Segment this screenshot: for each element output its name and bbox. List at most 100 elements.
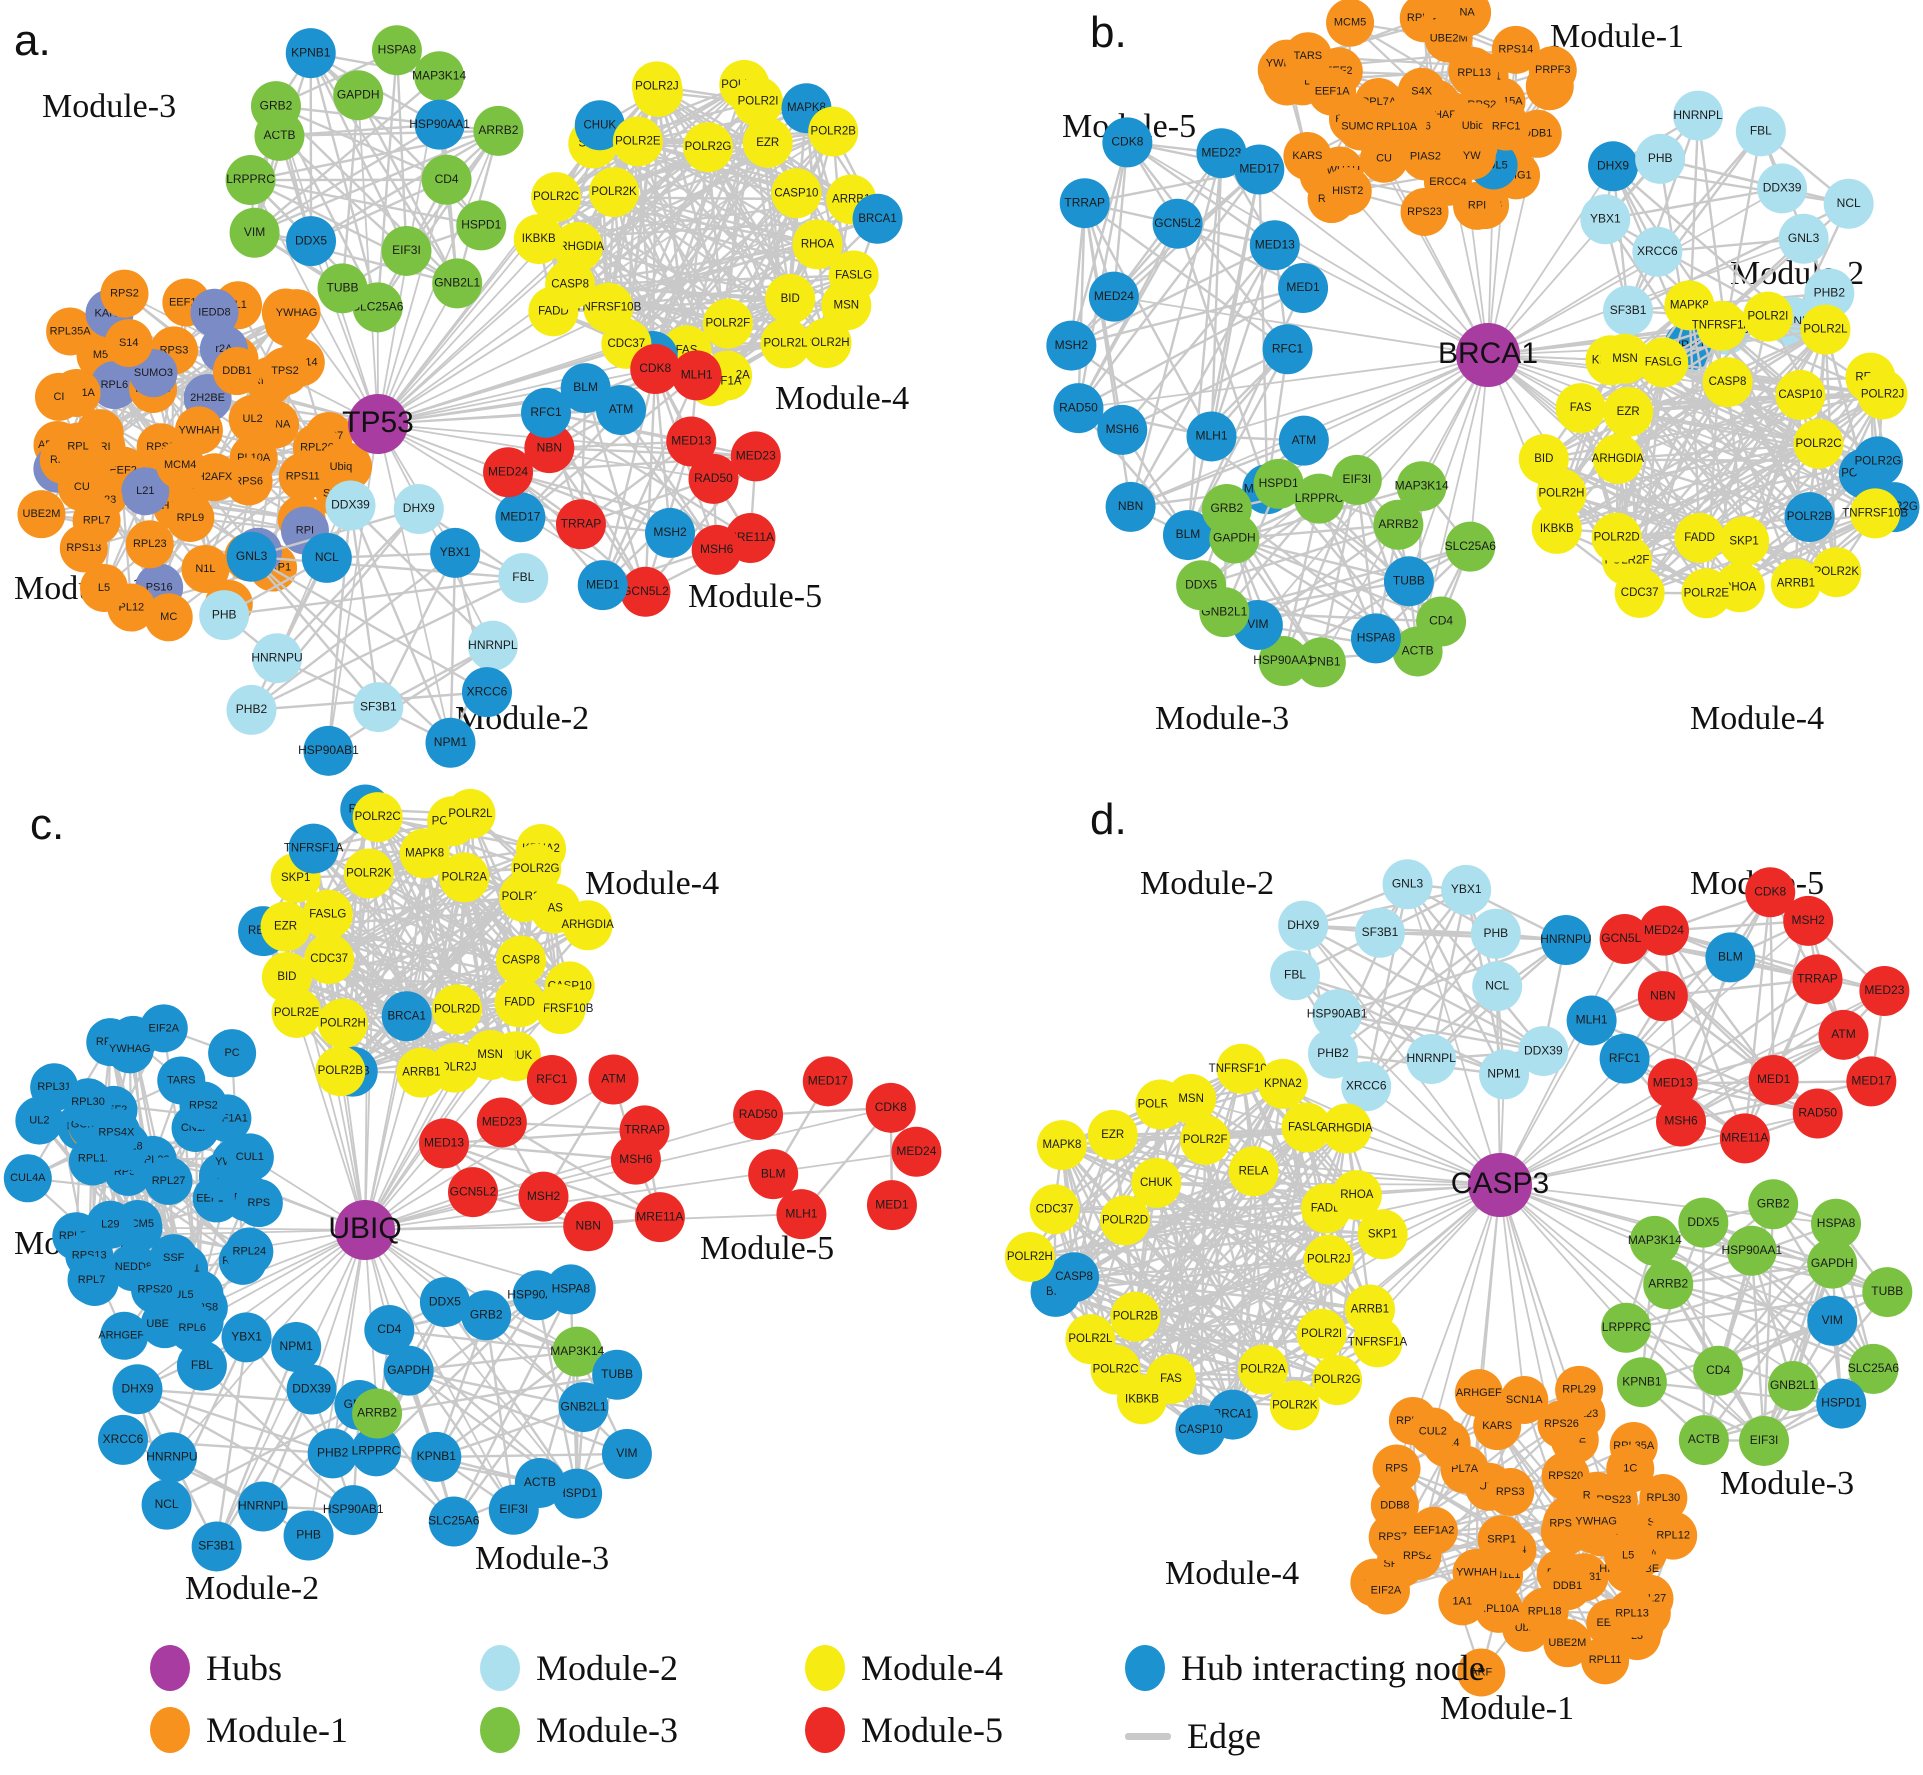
svg-text:POLR2F: POLR2F	[705, 318, 750, 330]
svg-text:RPL9: RPL9	[177, 512, 205, 524]
legend-item-module-4: Module-4	[805, 1645, 1003, 1691]
svg-text:POLR2D: POLR2D	[1594, 532, 1640, 544]
svg-text:TUBB: TUBB	[1871, 1284, 1903, 1298]
svg-text:CUL4A: CUL4A	[10, 1172, 46, 1184]
svg-text:HNRNPU: HNRNPU	[1540, 932, 1591, 946]
svg-text:POLR2G: POLR2G	[1314, 1374, 1361, 1386]
svg-text:EIF2A: EIF2A	[1371, 1584, 1402, 1596]
svg-text:HSPA8: HSPA8	[552, 1282, 591, 1296]
svg-text:MCM5: MCM5	[1334, 17, 1366, 29]
svg-text:PL7A: PL7A	[1451, 1463, 1479, 1475]
legend-item-module-5: Module-5	[805, 1707, 1003, 1753]
legend-swatch-module2-icon	[480, 1645, 520, 1691]
legend-label-module-1: Module-1	[206, 1710, 348, 1750]
svg-text:RPL7: RPL7	[78, 1274, 106, 1286]
svg-text:L5: L5	[1622, 1550, 1634, 1562]
legend-label-module-3: Module-3	[536, 1710, 678, 1750]
svg-text:HSPD1: HSPD1	[1821, 1396, 1861, 1410]
svg-text:TARS: TARS	[167, 1074, 196, 1086]
legend-item-hub-interacting-node: Hub interacting node	[1125, 1645, 1485, 1691]
svg-text:SF3B1: SF3B1	[1362, 925, 1399, 939]
svg-text:FASLG: FASLG	[1645, 356, 1682, 368]
module-label-c-3: Module-3	[475, 1540, 610, 1577]
svg-text:NBN: NBN	[1118, 499, 1143, 513]
svg-text:CDK8: CDK8	[639, 361, 671, 375]
svg-text:DDX5: DDX5	[429, 1294, 461, 1308]
svg-text:HSP90AB1: HSP90AB1	[323, 1502, 384, 1516]
svg-text:TRRAP: TRRAP	[1064, 195, 1105, 209]
svg-text:POLR2B: POLR2B	[1113, 1311, 1159, 1323]
svg-text:FBL: FBL	[1750, 123, 1772, 137]
svg-text:NCL: NCL	[1485, 978, 1509, 992]
svg-text:ARRB2: ARRB2	[1378, 517, 1418, 531]
svg-text:MED1: MED1	[1286, 280, 1320, 294]
svg-text:HNRNPU: HNRNPU	[251, 650, 302, 664]
svg-text:POLR2H: POLR2H	[1007, 1251, 1053, 1263]
svg-text:MAP3K14: MAP3K14	[1628, 1233, 1682, 1247]
svg-text:FBL: FBL	[1284, 967, 1306, 981]
svg-text:RPL12: RPL12	[1656, 1529, 1690, 1541]
svg-text:CDK8: CDK8	[875, 1100, 907, 1114]
svg-text:POLR2A: POLR2A	[1240, 1364, 1286, 1376]
svg-text:RPS20: RPS20	[1548, 1470, 1583, 1482]
svg-text:RAD50: RAD50	[739, 1107, 778, 1121]
svg-text:SKP1: SKP1	[1729, 535, 1758, 547]
module-label-d-2: Module-2	[1140, 865, 1275, 902]
svg-text:CUL1: CUL1	[236, 1151, 264, 1163]
svg-text:RPL7: RPL7	[83, 515, 111, 527]
svg-text:TPS2: TPS2	[271, 365, 299, 377]
legend-item-module-1: Module-1	[150, 1707, 348, 1753]
svg-text:NPM1: NPM1	[434, 735, 468, 749]
svg-text:TUBB: TUBB	[327, 281, 359, 295]
svg-text:FBL: FBL	[191, 1358, 213, 1372]
svg-text:TNFRSF1A: TNFRSF1A	[284, 843, 344, 855]
svg-text:N1L: N1L	[195, 563, 215, 575]
svg-text:RPL13: RPL13	[1615, 1607, 1649, 1619]
svg-text:MSH6: MSH6	[1106, 422, 1140, 436]
svg-text:Ubiq: Ubiq	[330, 461, 353, 473]
svg-text:YWHAG: YWHAG	[1575, 1515, 1617, 1527]
svg-text:POLR2K: POLR2K	[1814, 566, 1860, 578]
svg-text:RPL23: RPL23	[133, 538, 167, 550]
svg-text:SKP1: SKP1	[1368, 1228, 1397, 1240]
svg-text:EIF3I: EIF3I	[392, 243, 421, 257]
svg-text:POLR2D: POLR2D	[434, 1003, 480, 1015]
svg-text:PL12: PL12	[118, 601, 144, 613]
svg-text:KPNB1: KPNB1	[1301, 655, 1341, 669]
svg-text:DDX5: DDX5	[1687, 1215, 1719, 1229]
svg-text:PC: PC	[224, 1047, 239, 1059]
svg-text:MCM4: MCM4	[164, 459, 196, 471]
svg-text:CASP8: CASP8	[1055, 1271, 1093, 1283]
svg-text:MED13: MED13	[671, 434, 711, 448]
svg-text:POLR2C: POLR2C	[355, 811, 401, 823]
svg-text:GNB2L1: GNB2L1	[1201, 604, 1247, 618]
svg-text:HNRNPL: HNRNPL	[1673, 108, 1723, 122]
svg-text:MED24: MED24	[1644, 923, 1684, 937]
svg-text:RPL29: RPL29	[1562, 1384, 1596, 1396]
svg-text:BRCA1: BRCA1	[1438, 337, 1538, 370]
svg-text:MRE11A: MRE11A	[1721, 1131, 1768, 1145]
svg-text:CDC37: CDC37	[1036, 1203, 1074, 1215]
svg-text:MSH2: MSH2	[1792, 913, 1826, 927]
legend-label-hubs: Hubs	[206, 1648, 283, 1688]
svg-text:SKP1: SKP1	[281, 872, 310, 884]
svg-text:HSP90AA1: HSP90AA1	[1721, 1243, 1782, 1257]
svg-text:MED17: MED17	[808, 1073, 848, 1087]
svg-text:BLM: BLM	[1718, 950, 1743, 964]
legend-swatch-hub-icon	[150, 1645, 190, 1691]
svg-text:ARHGDIA: ARHGDIA	[1320, 1122, 1373, 1134]
svg-text:HNRNPL: HNRNPL	[1406, 1051, 1456, 1065]
svg-text:RFC1: RFC1	[1272, 341, 1304, 355]
legend-label-hub-interacting-node: Hub interacting node	[1181, 1648, 1485, 1688]
svg-text:EZR: EZR	[274, 921, 297, 933]
svg-text:YWHAH: YWHAH	[1456, 1567, 1497, 1579]
svg-text:KPNB1: KPNB1	[1622, 1374, 1662, 1388]
svg-text:MLH1: MLH1	[1576, 1013, 1608, 1027]
svg-text:ARRB1: ARRB1	[1777, 578, 1815, 590]
svg-text:EIF3I: EIF3I	[499, 1502, 528, 1516]
svg-text:VIM: VIM	[1822, 1313, 1843, 1327]
svg-text:BID: BID	[1534, 453, 1553, 465]
svg-text:POLR2J: POLR2J	[1861, 388, 1904, 400]
svg-text:BRCA1: BRCA1	[388, 1010, 426, 1022]
module-label-a-4: Module-4	[775, 380, 910, 417]
